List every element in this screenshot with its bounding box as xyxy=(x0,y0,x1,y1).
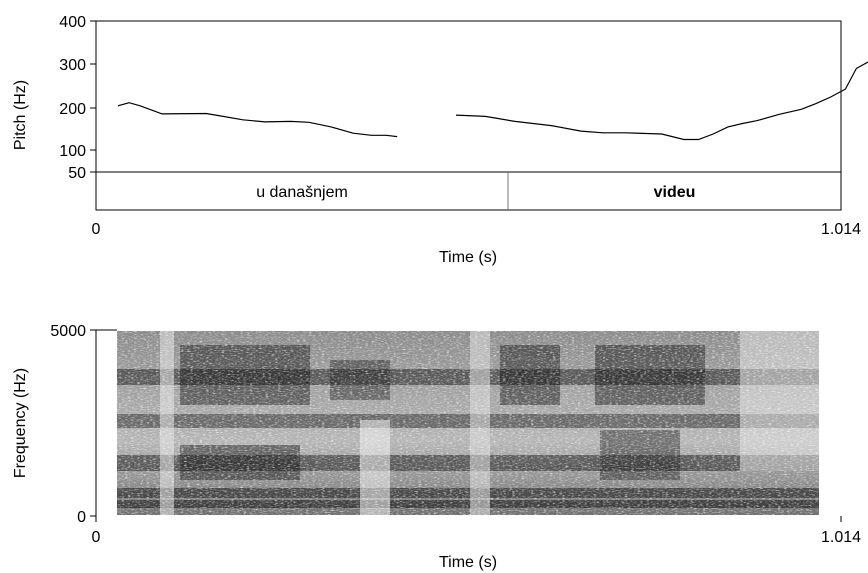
pitch-x-tick-start: 0 xyxy=(92,221,101,238)
pitch-plot-frame xyxy=(95,20,842,211)
pitch-y-tick-label: 300 xyxy=(59,57,86,74)
spectrogram-x-tick-label-end: 1.014 xyxy=(821,529,861,546)
pitch-curves xyxy=(117,61,868,141)
spectrogram-x-tick-label-start: 0 xyxy=(92,529,101,546)
spectrogram-panel: 5000 0 0 1.014 Time (s) Frequency (Hz) xyxy=(12,323,861,571)
pitch-y-axis-title: Pitch (Hz) xyxy=(12,80,29,150)
pitch-y-tick-label: 100 xyxy=(59,143,86,160)
pitch-x-axis-title: Time (s) xyxy=(439,249,497,266)
pitch-y-ticks: 50 100 200 300 400 xyxy=(59,14,96,182)
spectrogram-y-tick-5000: 5000 xyxy=(50,323,86,340)
tier-word-1: u današnjem xyxy=(256,184,348,201)
spectrogram-image xyxy=(117,331,819,515)
spectrogram-y-tick-0: 0 xyxy=(77,509,86,526)
tier-word-2: videu xyxy=(654,184,696,201)
spectrogram-x-axis-title: Time (s) xyxy=(439,554,497,571)
pitch-y-tick-label: 400 xyxy=(59,14,86,31)
pitch-x-tick-end: 1.014 xyxy=(821,221,861,238)
pitch-y-tick-label: 50 xyxy=(68,165,86,182)
pitch-contour-segment-1 xyxy=(117,102,398,138)
tier-words: u današnjem videu xyxy=(256,184,695,201)
pitch-y-tick-label: 200 xyxy=(59,101,86,118)
spectrogram-y-axis-title: Frequency (Hz) xyxy=(12,368,29,478)
pitch-contour-segment-2 xyxy=(455,61,868,141)
